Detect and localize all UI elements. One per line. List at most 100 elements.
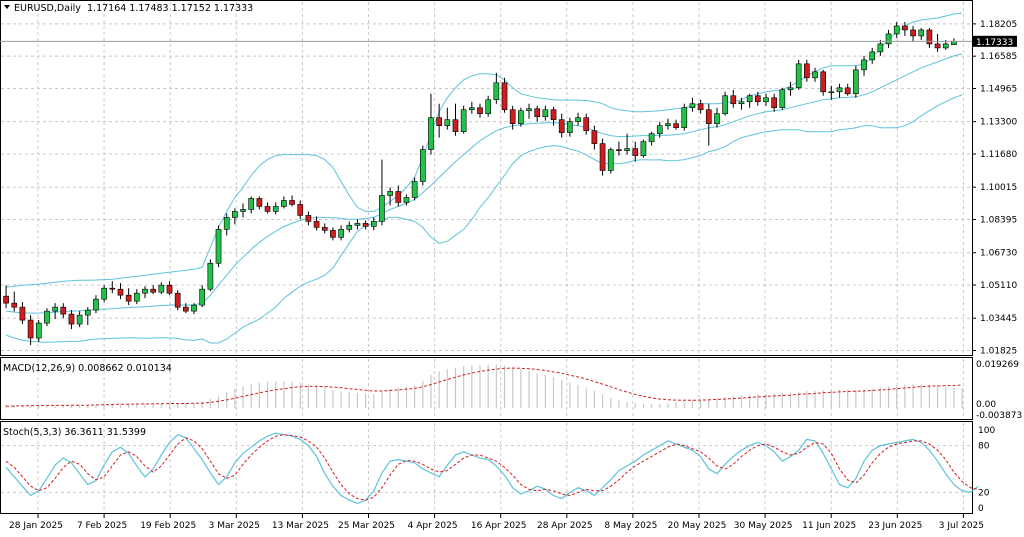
date-tick-label: 23 Jun 2025 bbox=[868, 521, 922, 531]
bear-candle bbox=[395, 191, 402, 203]
date-tick-label: 19 Feb 2025 bbox=[140, 521, 196, 531]
price-tick-label: 1.08395 bbox=[980, 215, 1017, 225]
bear-candle bbox=[436, 117, 442, 126]
bear-candle bbox=[11, 302, 18, 308]
bear-candle bbox=[844, 87, 851, 95]
date-axis: 28 Jan 2025 7 Feb 2025 19 Feb 2025 3 Mar 20… bbox=[9, 514, 984, 531]
symbol-timeframe-label: EURUSD,Daily bbox=[14, 3, 81, 14]
price-tick-label: 1.03445 bbox=[980, 314, 1017, 324]
bull-candle bbox=[215, 229, 222, 264]
bear-candle bbox=[452, 119, 459, 132]
bull-candle bbox=[951, 41, 957, 46]
bull-candle bbox=[885, 33, 892, 45]
bull-candle bbox=[779, 89, 786, 109]
bull-candle bbox=[877, 43, 884, 53]
bull-candle bbox=[44, 310, 50, 324]
price-tick-label: 1.18205 bbox=[980, 20, 1017, 30]
macd-panel-frame bbox=[0, 357, 973, 420]
bull-candle bbox=[722, 95, 728, 115]
price-tick-label: 1.13300 bbox=[980, 118, 1017, 128]
bear-candle bbox=[117, 288, 124, 296]
stoch-axis-label: 100 bbox=[978, 426, 995, 436]
bear-candle bbox=[321, 227, 328, 231]
bear-candle bbox=[183, 306, 189, 312]
bull-candle bbox=[35, 322, 42, 339]
price-tick-label: 1.10015 bbox=[980, 183, 1017, 193]
bear-candle bbox=[3, 295, 9, 304]
bear-candle bbox=[150, 288, 156, 293]
stoch-axis-label: 20 bbox=[978, 488, 990, 498]
bull-candle bbox=[526, 108, 532, 112]
bull-candle bbox=[648, 133, 655, 142]
price-axis: 1.18205 1.16585 1.14965 1.13300 1.11680 1.100… bbox=[972, 20, 1017, 357]
stoch-title: Stoch(5,3,3) 36.3611 31.5399 bbox=[3, 427, 146, 438]
bull-candle bbox=[142, 288, 148, 294]
bear-candle bbox=[926, 29, 933, 45]
date-tick-label: 13 Mar 2025 bbox=[272, 521, 329, 531]
price-tick-label: 1.14965 bbox=[980, 84, 1017, 94]
bull-candle bbox=[460, 109, 467, 132]
bull-candle bbox=[861, 59, 867, 71]
bear-candle bbox=[313, 221, 320, 228]
bull-candle bbox=[518, 110, 524, 124]
date-tick-label: 28 Apr 2025 bbox=[537, 521, 593, 531]
bear-candle bbox=[910, 29, 916, 37]
symbol-dropdown-icon[interactable] bbox=[4, 5, 10, 9]
bear-candle bbox=[68, 313, 75, 325]
bull-candle bbox=[918, 29, 925, 37]
bollinger-upper-line bbox=[6, 12, 963, 288]
bull-candle bbox=[207, 262, 214, 290]
date-tick-label: 4 Apr 2025 bbox=[408, 521, 458, 531]
bull-candle bbox=[869, 51, 876, 61]
bear-candle bbox=[19, 306, 26, 321]
bear-candle bbox=[534, 108, 541, 117]
grid-lines bbox=[1, 2, 972, 512]
bear-candle bbox=[616, 149, 622, 151]
bear-candle bbox=[599, 143, 606, 171]
date-tick-label: 3 Jul 2025 bbox=[939, 521, 984, 531]
macd-title: MACD(12,26,9) 0.008662 0.010134 bbox=[3, 363, 172, 374]
bull-candle bbox=[370, 221, 377, 227]
bull-candle bbox=[542, 109, 549, 117]
bear-candle bbox=[705, 109, 712, 124]
date-tick-label: 25 Mar 2025 bbox=[338, 521, 395, 531]
bear-candle bbox=[60, 306, 67, 315]
bull-candle bbox=[853, 69, 859, 95]
bear-candle bbox=[591, 130, 598, 144]
price-tick-label: 1.11680 bbox=[980, 150, 1017, 160]
macd-signal-line bbox=[6, 367, 963, 407]
candlesticks[interactable] bbox=[3, 21, 957, 346]
bear-candle bbox=[27, 319, 34, 339]
bull-candle bbox=[567, 121, 573, 133]
bear-candle bbox=[558, 119, 565, 133]
bear-candle bbox=[305, 215, 312, 222]
bull-candle bbox=[942, 43, 949, 49]
bull-candle bbox=[101, 287, 107, 300]
bull-candle bbox=[787, 87, 794, 91]
bull-candle bbox=[158, 284, 165, 293]
date-tick-label: 16 Apr 2025 bbox=[471, 521, 527, 531]
bear-candle bbox=[109, 287, 116, 290]
date-tick-label: 7 Feb 2025 bbox=[77, 521, 127, 531]
bull-candle bbox=[607, 149, 614, 171]
bull-candle bbox=[763, 97, 769, 103]
bear-candle bbox=[330, 230, 336, 238]
bull-candle bbox=[795, 63, 802, 89]
stoch-signal-line bbox=[5, 434, 979, 501]
stoch-panel-frame bbox=[0, 421, 973, 514]
bear-candle bbox=[804, 63, 810, 79]
bollinger-middle-line bbox=[6, 53, 963, 314]
bull-candle bbox=[191, 304, 197, 312]
bear-candle bbox=[256, 198, 263, 207]
bear-candle bbox=[477, 107, 483, 115]
macd-axis-label: -0.003873 bbox=[976, 411, 1022, 421]
bear-candle bbox=[166, 284, 173, 294]
bear-candle bbox=[673, 123, 679, 128]
bull-candle bbox=[223, 217, 230, 230]
bull-candle bbox=[248, 198, 255, 210]
stoch-axis-label: 0 bbox=[978, 504, 984, 514]
bull-candle bbox=[232, 211, 238, 218]
bull-candle bbox=[665, 123, 671, 126]
bear-candle bbox=[509, 109, 516, 124]
